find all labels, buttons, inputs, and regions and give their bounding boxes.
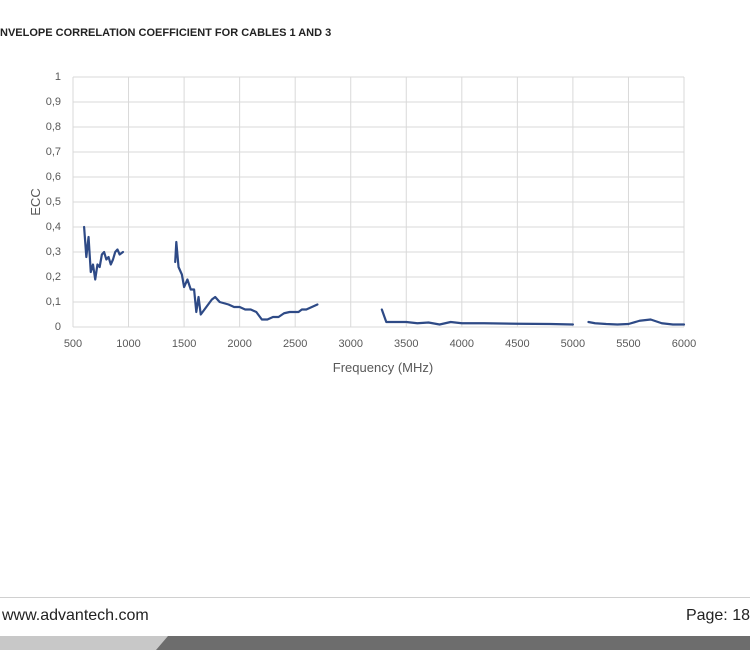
ecc-line	[83, 225, 686, 326]
x-tick-label: 6000	[672, 338, 696, 350]
x-axis-title: Frequency (MHz)	[333, 360, 433, 375]
x-tick-label: 4000	[450, 338, 474, 350]
x-tick-label: 500	[64, 338, 82, 350]
y-tick-label: 0	[55, 321, 61, 333]
document-title: NVELOPE CORRELATION COEFFICIENT FOR CABL…	[0, 27, 332, 39]
footer-url: www.advantech.com	[2, 607, 149, 624]
x-tick-label: 5500	[616, 338, 640, 350]
y-tick-label: 0,1	[46, 296, 61, 308]
x-tick-label: 4500	[505, 338, 529, 350]
x-tick-label: 1500	[172, 338, 196, 350]
chart: Frequency (MHz) ECC 0 0,1 0,2 0,3 0,4 0,5 0,6 0…	[28, 71, 696, 375]
footer-rule	[0, 597, 750, 598]
y-tick-label: 0,7	[46, 146, 61, 158]
x-tick-label: 2000	[227, 338, 251, 350]
y-tick-label: 0,9	[46, 96, 61, 108]
y-tick-label: 0,5	[46, 196, 61, 208]
y-tick-label: 1	[55, 71, 61, 83]
y-tick-label: 0,2	[46, 271, 61, 283]
x-tick-label: 5000	[561, 338, 585, 350]
footer-bar	[0, 636, 750, 650]
y-tick-label: 0,8	[46, 121, 61, 133]
y-tick-label: 0,6	[46, 171, 61, 183]
y-tick-label: 0,4	[46, 221, 61, 233]
page-number: Page: 18	[685, 607, 750, 624]
y-tick-label: 0,3	[46, 246, 61, 258]
x-tick-label: 1000	[116, 338, 140, 350]
x-tick-label: 3000	[338, 338, 362, 350]
x-tick-label: 2500	[283, 338, 307, 350]
y-axis-title: ECC	[28, 188, 43, 215]
x-tick-label: 3500	[394, 338, 418, 350]
footer-bar-dark	[156, 636, 750, 650]
